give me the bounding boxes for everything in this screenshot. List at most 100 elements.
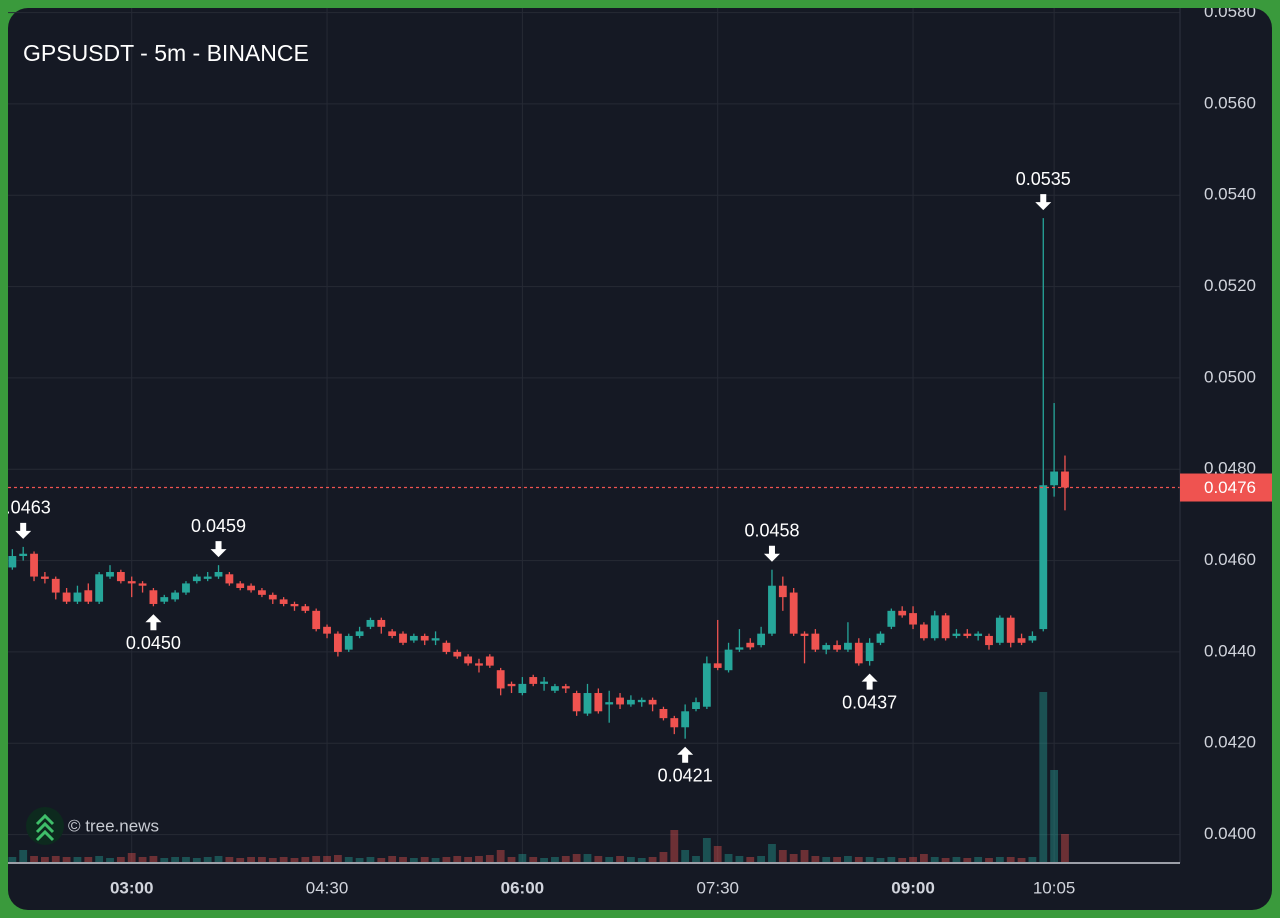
candle-body — [73, 592, 82, 602]
volume-bar — [301, 857, 310, 862]
candle-body — [746, 642, 755, 648]
volume-bar — [399, 857, 407, 862]
candle-body — [919, 624, 928, 639]
volume-bar — [453, 856, 462, 862]
candle-body — [822, 645, 831, 650]
volume-bar — [95, 856, 104, 862]
chart-title: GPSUSDT - 5m - BINANCE — [23, 40, 309, 66]
x-tick-label: 07:30 — [696, 878, 739, 897]
volume-bar — [952, 857, 961, 862]
volume-bar — [40, 857, 49, 862]
candle-body — [963, 633, 972, 636]
volume-bar — [854, 857, 863, 862]
volume-bar — [8, 857, 17, 862]
volume-bar — [73, 857, 82, 862]
candle-body — [377, 619, 386, 627]
candle-body — [930, 615, 939, 639]
candle-body — [659, 709, 668, 719]
volume-bar — [225, 857, 234, 862]
annotation-label: 0.0437 — [842, 692, 897, 712]
volume-bar — [236, 858, 245, 862]
candle-body — [952, 633, 961, 636]
volume-bar — [909, 857, 917, 862]
volume-bar — [876, 858, 885, 862]
volume-bar — [930, 857, 939, 862]
volume-bar — [442, 857, 451, 862]
volume-bar — [51, 856, 60, 862]
volume-bar — [377, 858, 386, 862]
volume-bar — [366, 857, 375, 862]
volume-bar — [670, 830, 679, 862]
volume-bar — [768, 844, 776, 862]
candle-body — [702, 663, 711, 707]
volume-bar — [789, 854, 798, 862]
volume-bar — [138, 857, 147, 862]
candle-body — [116, 572, 125, 582]
volume-layer — [8, 692, 1069, 862]
volume-bar — [865, 857, 874, 862]
volume-bar — [268, 858, 277, 862]
candle-body — [572, 693, 581, 712]
volume-bar — [963, 858, 972, 862]
candle-body — [800, 633, 809, 636]
volume-bar — [290, 858, 299, 862]
candle-body — [95, 574, 104, 602]
candle-body — [768, 585, 776, 634]
candle-body — [279, 599, 288, 604]
candle-body — [941, 615, 950, 639]
candle-body — [8, 556, 17, 568]
y-tick-label: 0.0460 — [1204, 550, 1256, 569]
volume-bar — [637, 858, 646, 862]
volume-bar — [724, 854, 733, 862]
x-tick-label: 10:05 — [1033, 878, 1076, 897]
volume-bar — [702, 838, 711, 862]
volume-bar — [507, 857, 516, 862]
volume-bar — [833, 857, 841, 862]
candle-body — [887, 610, 896, 627]
volume-bar — [681, 850, 690, 862]
y-tick-label: 0.0580 — [1204, 2, 1256, 21]
volume-bar — [344, 857, 353, 862]
volume-bar — [30, 856, 38, 862]
volume-bar — [62, 857, 71, 862]
y-tick-label: 0.0480 — [1204, 459, 1256, 478]
y-tick-label: 0.0560 — [1204, 93, 1256, 112]
volume-bar — [941, 858, 950, 862]
volume-bar — [149, 856, 158, 862]
candle-body — [171, 592, 180, 600]
volume-bar — [985, 858, 993, 862]
annotation-label: 0.0463 — [0, 498, 51, 518]
y-tick-label: 0.0520 — [1204, 276, 1256, 295]
volume-bar — [1039, 692, 1048, 862]
annotation-arrow — [15, 522, 32, 539]
volume-bar — [529, 857, 538, 862]
candle-body — [529, 677, 538, 684]
volume-bar — [333, 855, 342, 862]
volume-bar — [496, 850, 505, 862]
candle-body — [594, 693, 603, 712]
volume-bar — [182, 857, 190, 862]
candle-body — [442, 642, 451, 652]
volume-bar — [757, 856, 766, 862]
candle-body — [62, 592, 71, 602]
candle-body — [626, 699, 635, 705]
volume-bar — [800, 850, 809, 862]
candle-body — [409, 635, 418, 641]
annotation-arrow — [145, 614, 162, 631]
volume-bar — [887, 857, 896, 862]
candle-body — [496, 670, 505, 689]
candle-body — [192, 576, 201, 582]
volume-bar — [431, 858, 440, 862]
candle-body — [865, 642, 874, 662]
candle-body — [323, 626, 331, 634]
candle-body — [236, 583, 245, 588]
candle-body — [464, 656, 473, 664]
candle-body — [106, 572, 114, 577]
volume-bar — [388, 856, 397, 862]
y-tick-label: 0.0400 — [1204, 824, 1256, 843]
volume-bar — [1006, 857, 1015, 862]
volume-bar — [171, 857, 180, 862]
volume-bar — [919, 854, 928, 862]
volume-bar — [1017, 858, 1026, 862]
